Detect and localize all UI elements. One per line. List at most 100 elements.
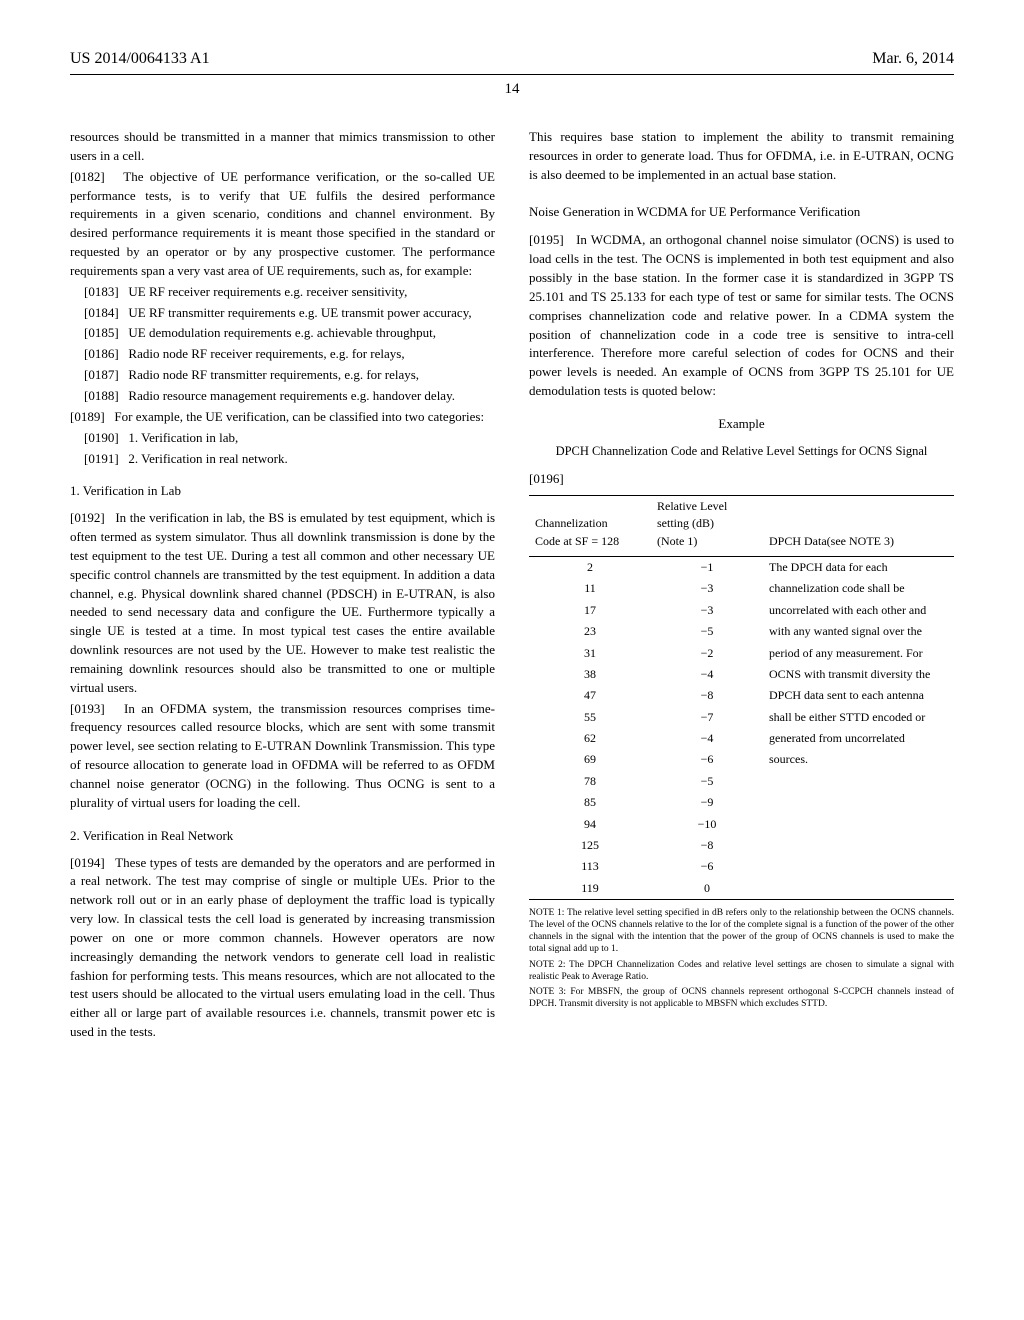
cell-dpch: uncorrelated with each other and: [763, 600, 954, 621]
cell-dpch: DPCH data sent to each antenna: [763, 685, 954, 706]
table-row: 23−5with any wanted signal over the: [529, 621, 954, 642]
table-row: 17−3uncorrelated with each other and: [529, 600, 954, 621]
cell-rel: −8: [651, 835, 763, 856]
table-row: 69−6sources.: [529, 749, 954, 770]
cell-rel: −4: [651, 728, 763, 749]
table-row: 11−3channelization code shall be: [529, 578, 954, 599]
text-0182: The objective of UE performance verifica…: [70, 169, 495, 278]
table-row: 94−10: [529, 814, 954, 835]
bullet-0188: [0188] Radio resource management require…: [70, 387, 495, 406]
para-0189: [0189] For example, the UE verification,…: [70, 408, 495, 427]
pnum-0186: [0186]: [84, 346, 119, 361]
pnum-0191: [0191]: [84, 451, 119, 466]
para-intro: resources should be transmitted in a man…: [70, 128, 495, 166]
para-0194: [0194] These types of tests are demanded…: [70, 854, 495, 1042]
cell-code: 31: [529, 643, 651, 664]
cell-code: 47: [529, 685, 651, 706]
pub-number: US 2014/0064133 A1: [70, 50, 210, 68]
subhead-real: 2. Verification in Real Network: [70, 827, 495, 846]
cell-dpch: [763, 771, 954, 792]
pub-date: Mar. 6, 2014: [872, 50, 954, 68]
example-subtitle: DPCH Channelization Code and Relative Le…: [529, 442, 954, 460]
cell-code: 78: [529, 771, 651, 792]
table-row: 113−6: [529, 856, 954, 877]
cell-code: 69: [529, 749, 651, 770]
text-0188: Radio resource management requirements e…: [128, 388, 455, 403]
subhead-lab: 1. Verification in Lab: [70, 482, 495, 501]
table-row: 1190: [529, 878, 954, 900]
cell-dpch: The DPCH data for each: [763, 556, 954, 578]
th-dpch: DPCH Data(see NOTE 3): [763, 495, 954, 552]
text-0192: In the verification in lab, the BS is em…: [70, 510, 495, 695]
cell-rel: −3: [651, 600, 763, 621]
para-cont: This requires base station to implement …: [529, 128, 954, 185]
table-row: 125−8: [529, 835, 954, 856]
ocns-table-wrap: Channelization Code at SF = 128 Relative…: [529, 495, 954, 1011]
cell-rel: −8: [651, 685, 763, 706]
cell-dpch: shall be either STTD encoded or: [763, 707, 954, 728]
cell-dpch: [763, 814, 954, 835]
cell-dpch: [763, 856, 954, 877]
cell-rel: −5: [651, 621, 763, 642]
cell-dpch: generated from uncorrelated: [763, 728, 954, 749]
bullet-0186: [0186] Radio node RF receiver requiremen…: [70, 345, 495, 364]
para-0195: [0195] In WCDMA, an orthogonal channel n…: [529, 231, 954, 401]
table-row: 38−4OCNS with transmit diversity the: [529, 664, 954, 685]
cell-rel: −5: [651, 771, 763, 792]
page-header: US 2014/0064133 A1 Mar. 6, 2014: [70, 50, 954, 75]
cell-code: 85: [529, 792, 651, 813]
text-0185: UE demodulation requirements e.g. achiev…: [128, 325, 436, 340]
cell-dpch: channelization code shall be: [763, 578, 954, 599]
text-0194: These types of tests are demanded by the…: [70, 855, 495, 1040]
th-chan-l1: [535, 498, 645, 515]
cell-code: 94: [529, 814, 651, 835]
text-0191: 2. Verification in real network.: [128, 451, 287, 466]
cell-rel: −2: [651, 643, 763, 664]
pnum-0193: [0193]: [70, 701, 105, 716]
cell-rel: −7: [651, 707, 763, 728]
cell-rel: −3: [651, 578, 763, 599]
text-0184: UE RF transmitter requirements e.g. UE t…: [128, 305, 471, 320]
table-row: 78−5: [529, 771, 954, 792]
pnum-0192: [0192]: [70, 510, 105, 525]
bullet-0184: [0184] UE RF transmitter requirements e.…: [70, 304, 495, 323]
pnum-0190: [0190]: [84, 430, 119, 445]
cell-code: 62: [529, 728, 651, 749]
cell-code: 38: [529, 664, 651, 685]
cell-code: 119: [529, 878, 651, 900]
para-0196: [0196]: [529, 470, 954, 489]
cell-code: 11: [529, 578, 651, 599]
text-0183: UE RF receiver requirements e.g. receive…: [128, 284, 407, 299]
section-noise: Noise Generation in WCDMA for UE Perform…: [529, 203, 954, 222]
cell-rel: −10: [651, 814, 763, 835]
pnum-0195: [0195]: [529, 232, 564, 247]
pnum-0194: [0194]: [70, 855, 105, 870]
bullet-0191: [0191] 2. Verification in real network.: [70, 450, 495, 469]
pnum-0182: [0182]: [70, 169, 105, 184]
cell-dpch: [763, 878, 954, 900]
cell-dpch: period of any measurement. For: [763, 643, 954, 664]
text-0195: In WCDMA, an orthogonal channel noise si…: [529, 232, 954, 398]
table-row: 47−8DPCH data sent to each antenna: [529, 685, 954, 706]
cell-rel: −6: [651, 749, 763, 770]
pnum-0189: [0189]: [70, 409, 105, 424]
bullet-0187: [0187] Radio node RF transmitter require…: [70, 366, 495, 385]
th-chan-l2: Channelization: [535, 515, 645, 532]
note-2: NOTE 2: The DPCH Channelization Codes an…: [529, 960, 954, 984]
cell-dpch: [763, 792, 954, 813]
cell-code: 113: [529, 856, 651, 877]
para-0192: [0192] In the verification in lab, the B…: [70, 509, 495, 697]
pnum-0188: [0188]: [84, 388, 119, 403]
body-columns: resources should be transmitted in a man…: [70, 128, 954, 1042]
cell-rel: −6: [651, 856, 763, 877]
th-dpch-text: DPCH Data(see NOTE 3): [769, 533, 948, 550]
bullet-0185: [0185] UE demodulation requirements e.g.…: [70, 324, 495, 343]
th-rel-l1: Relative Level: [657, 498, 757, 515]
th-rel-l3: (Note 1): [657, 533, 757, 550]
cell-code: 2: [529, 556, 651, 578]
table-row: 31−2period of any measurement. For: [529, 643, 954, 664]
pnum-0183: [0183]: [84, 284, 119, 299]
cell-code: 55: [529, 707, 651, 728]
cell-dpch: with any wanted signal over the: [763, 621, 954, 642]
table-row: 85−9: [529, 792, 954, 813]
